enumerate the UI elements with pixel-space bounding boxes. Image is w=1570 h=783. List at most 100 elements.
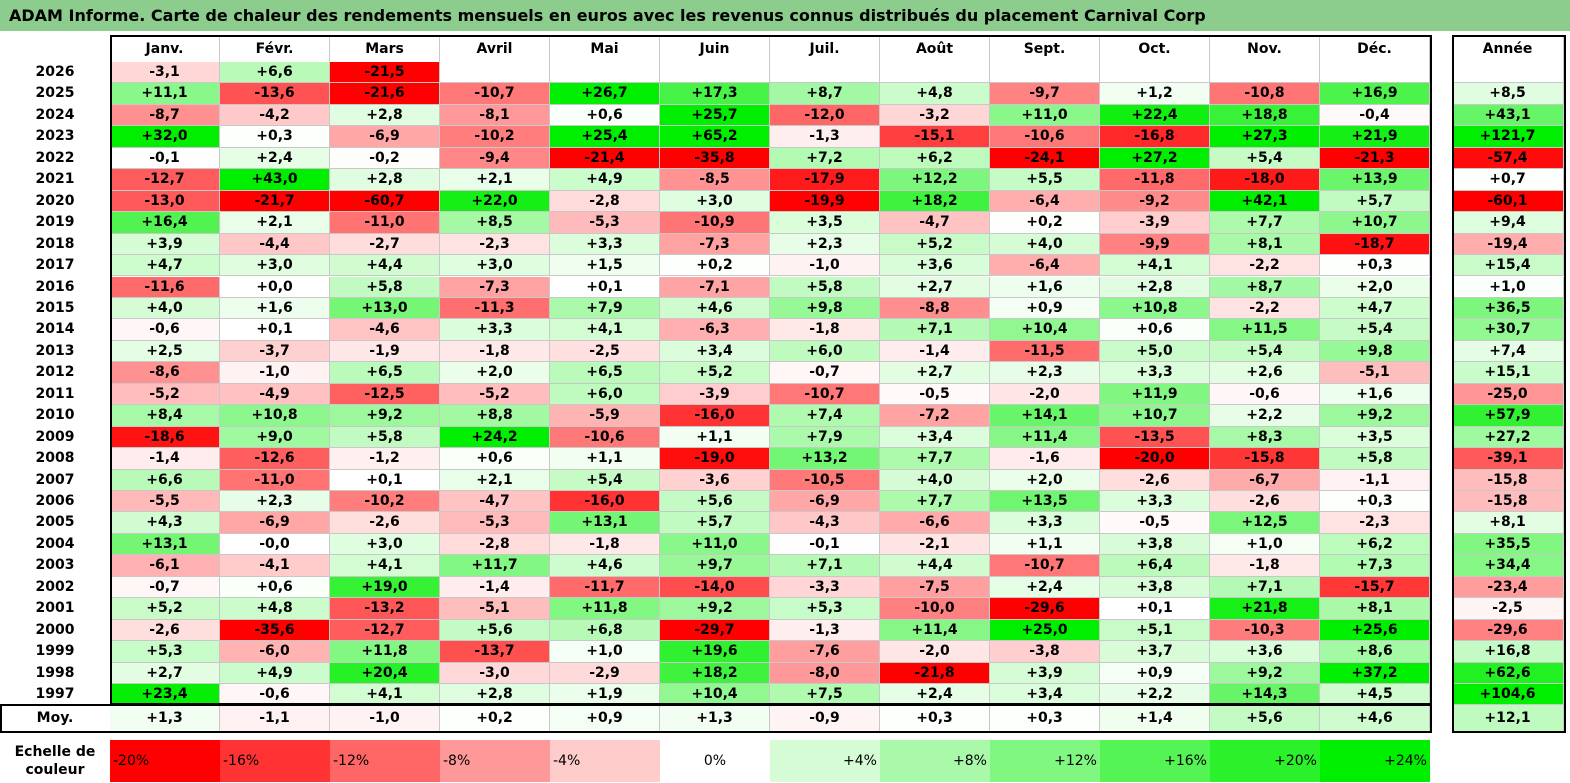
heatmap-cell: -10,2 <box>440 126 550 148</box>
heatmap-cell: -4,4 <box>220 233 330 256</box>
heatmap-cell: +7,7 <box>880 491 990 513</box>
heatmap-cell: +1,1 <box>550 448 660 470</box>
heatmap-cell: +5,6 <box>440 619 550 642</box>
heatmap-cell: +0,1 <box>330 469 440 491</box>
year-label: 2013 <box>35 342 75 359</box>
average-cell: +1,4 <box>1100 705 1210 732</box>
year-label: 2018 <box>35 235 75 252</box>
heatmap-cell: +5,3 <box>110 641 220 663</box>
heatmap-cell: -10,3 <box>1210 619 1320 642</box>
heatmap-cell: -6,0 <box>220 641 330 663</box>
heatmap-cell: +3,3 <box>990 512 1100 534</box>
color-scale-step: +12% <box>990 740 1100 782</box>
year-label: 2005 <box>35 514 75 531</box>
heatmap-cell: +0,9 <box>1100 662 1210 685</box>
year-label: 2006 <box>35 493 75 509</box>
heatmap-cell: -7,1 <box>660 276 770 298</box>
heatmap-cell: +1,1 <box>660 426 770 449</box>
heatmap-cell: -35,8 <box>660 147 770 170</box>
heatmap-cell: -2,8 <box>550 190 660 213</box>
heatmap-cell: +10,7 <box>1320 212 1430 234</box>
annual-cell: +1,0 <box>1452 276 1564 298</box>
heatmap-cell: -7,6 <box>770 641 880 663</box>
heatmap-cell: +3,6 <box>1210 641 1320 663</box>
heatmap-cell: -8,0 <box>770 662 880 685</box>
heatmap-cell: +7,9 <box>770 426 880 449</box>
average-cell: -0,9 <box>770 705 880 732</box>
average-cell: +0,2 <box>440 705 550 732</box>
heatmap-cell: -3,9 <box>1100 212 1210 234</box>
heatmap-cell: -2,5 <box>550 340 660 363</box>
annual-cell: +62,6 <box>1452 662 1564 685</box>
heatmap-cell: +13,2 <box>770 448 880 470</box>
heatmap-cell: +25,6 <box>1320 619 1430 642</box>
heatmap-cell: +5,1 <box>1100 619 1210 642</box>
color-scale-step: -8% <box>440 740 550 782</box>
heatmap-cell: -0,4 <box>1320 104 1430 127</box>
heatmap-cell: -9,2 <box>1100 190 1210 213</box>
heatmap-cell: +2,8 <box>330 104 440 127</box>
annual-cell: +15,1 <box>1452 362 1564 384</box>
month-header: Févr. <box>220 36 330 62</box>
month-header: Mars <box>330 36 440 62</box>
heatmap-cell: -5,1 <box>1320 362 1430 384</box>
heatmap-cell: +21,9 <box>1320 126 1430 148</box>
heatmap-cell: -24,1 <box>990 147 1100 170</box>
heatmap-cell: +14,1 <box>990 405 1100 427</box>
heatmap-cell: +11,5 <box>1210 319 1320 341</box>
heatmap-cell: -1,4 <box>110 448 220 470</box>
average-label: Moy. <box>36 710 74 726</box>
heatmap-cell: -2,0 <box>880 641 990 663</box>
heatmap-cell: -2,0 <box>990 383 1100 406</box>
heatmap-cell <box>770 62 880 84</box>
heatmap-cell: -16,0 <box>550 491 660 513</box>
heatmap-cell: +2,8 <box>440 684 550 706</box>
heatmap-cell: +18,2 <box>660 662 770 685</box>
heatmap-cell: -5,1 <box>440 598 550 620</box>
heatmap-cell: -9,4 <box>440 147 550 170</box>
heatmap-cell: +21,8 <box>1210 598 1320 620</box>
heatmap-cell: -17,9 <box>770 169 880 191</box>
year-label: 2019 <box>35 214 75 231</box>
average-cell: +1,3 <box>660 705 770 732</box>
heatmap-cell: -4,9 <box>220 383 330 406</box>
heatmap-cell: -1,6 <box>990 448 1100 470</box>
heatmap-cell: +0,3 <box>1320 491 1430 513</box>
heatmap-cell: +2,4 <box>880 684 990 706</box>
heatmap-cell: +4,4 <box>330 255 440 277</box>
heatmap-cell: +3,8 <box>1100 576 1210 599</box>
heatmap-cell: +5,2 <box>660 362 770 384</box>
heatmap-cell: +6,8 <box>550 619 660 642</box>
heatmap-cell: +6,5 <box>330 362 440 384</box>
heatmap-cell: +5,6 <box>660 491 770 513</box>
heatmap-cell: -10,5 <box>770 469 880 491</box>
heatmap-cell: -5,5 <box>110 491 220 513</box>
heatmap-cell: +2,4 <box>990 576 1100 599</box>
color-scale-step: -20% <box>110 740 220 782</box>
heatmap-cell: +2,6 <box>1210 362 1320 384</box>
heatmap-cell: +7,7 <box>880 448 990 470</box>
year-label: 2008 <box>35 450 75 467</box>
color-scale-step: +24% <box>1320 740 1430 782</box>
heatmap-cell: +8,5 <box>440 212 550 234</box>
year-label: 2007 <box>35 471 75 488</box>
heatmap-cell: -0,7 <box>770 362 880 384</box>
heatmap-cell: +20,4 <box>330 662 440 685</box>
heatmap-cell: +2,7 <box>880 362 990 384</box>
year-label: 2011 <box>35 385 75 402</box>
heatmap-cell: -1,0 <box>770 255 880 277</box>
heatmap-cell: +3,9 <box>110 233 220 256</box>
color-scale-step: +8% <box>880 740 990 782</box>
month-header: Juin <box>660 36 770 62</box>
heatmap-cell: +8,1 <box>1320 598 1430 620</box>
heatmap-cell: +1,2 <box>1100 83 1210 105</box>
heatmap-cell: +2,0 <box>1320 276 1430 298</box>
heatmap-cell: +4,8 <box>220 598 330 620</box>
annual-cell: -2,5 <box>1452 598 1564 620</box>
heatmap-cell: -4,6 <box>330 319 440 341</box>
heatmap-cell: -11,6 <box>110 276 220 298</box>
heatmap-cell: +0,3 <box>220 126 330 148</box>
heatmap-cell: -0,6 <box>1210 383 1320 406</box>
annual-cell: +8,1 <box>1452 512 1564 534</box>
heatmap-cell: -1,0 <box>220 362 330 384</box>
